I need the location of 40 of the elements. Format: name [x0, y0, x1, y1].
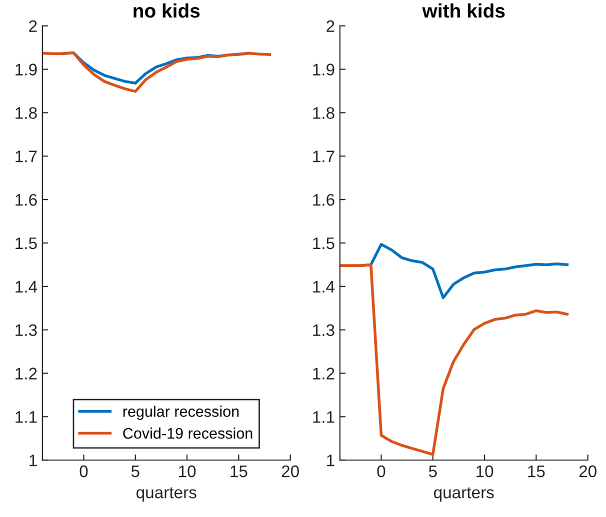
chart-title: with kids	[422, 3, 505, 18]
chart-title: no kids	[134, 3, 200, 18]
y-tick-label: 1.4	[16, 280, 38, 292]
y-tick-label: 1.5	[16, 238, 37, 250]
x-tick-label: 0	[80, 465, 88, 478]
y-tick-label: 1.7	[16, 150, 37, 162]
y-tick-label: 1.6	[16, 194, 37, 206]
x-tick-label: 20	[579, 465, 596, 478]
y-tick-label: 1	[30, 454, 37, 466]
x-axis-title: quarters	[434, 487, 494, 502]
y-tick-label: 1.7	[313, 150, 334, 162]
legend-label: regular recession	[123, 406, 239, 420]
y-tick-label: 1.3	[16, 324, 37, 336]
y-tick-label: 1.6	[313, 194, 334, 206]
x-tick-label: 20	[282, 465, 299, 478]
x-tick-label: 5	[131, 466, 140, 478]
y-tick-label: 1.9	[313, 64, 334, 76]
y-tick-label: 1	[327, 454, 334, 466]
y-tick-label: 1.3	[313, 324, 334, 336]
line-series	[340, 263, 569, 456]
line-series	[42, 51, 272, 93]
y-tick-label: 1.5	[313, 238, 334, 250]
x-tick-label: 0	[377, 465, 386, 478]
x-tick-label: 15	[230, 466, 248, 478]
x-tick-label: 5	[428, 466, 437, 478]
y-tick-label: 1.8	[313, 107, 334, 119]
x-axis-title: quarters	[136, 487, 196, 502]
y-tick-label: 1.1	[313, 411, 334, 423]
y-tick-label: 1.2	[313, 368, 334, 380]
y-tick-label: 1.9	[16, 64, 37, 76]
x-tick-label: 15	[528, 466, 545, 478]
y-tick-label: 2	[326, 20, 334, 32]
x-tick-label: 10	[476, 465, 494, 478]
y-tick-label: 2	[29, 20, 37, 32]
x-tick-label: 10	[179, 465, 196, 478]
y-tick-label: 1.8	[16, 107, 37, 119]
y-tick-label: 1.1	[16, 411, 37, 423]
y-tick-label: 1.2	[16, 368, 37, 380]
y-tick-label: 1.4	[313, 280, 335, 292]
legend-label: Covid-19 recession	[123, 428, 252, 439]
